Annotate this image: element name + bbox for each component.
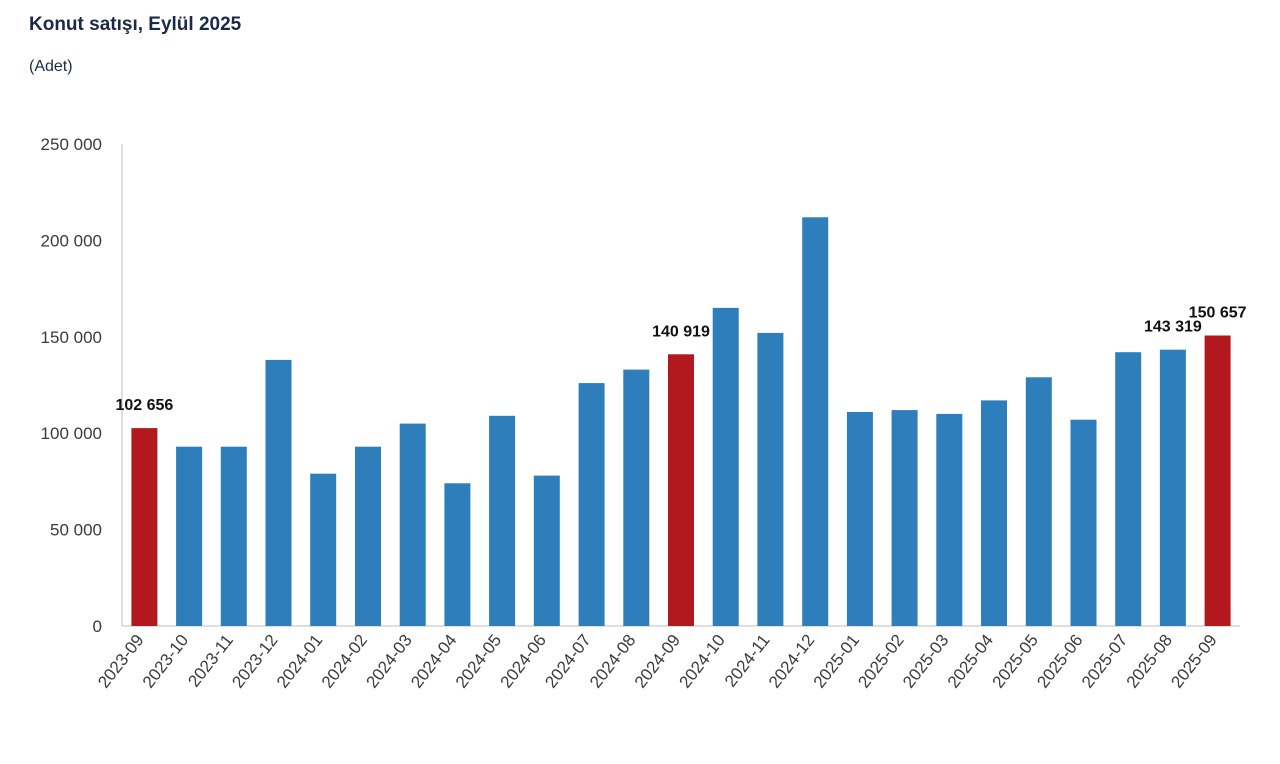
svg-text:2024-01: 2024-01 (273, 631, 326, 692)
svg-text:2025-08: 2025-08 (1123, 631, 1176, 692)
svg-text:2025-09: 2025-09 (1167, 631, 1220, 692)
svg-text:2024-03: 2024-03 (362, 631, 415, 692)
svg-text:100 000: 100 000 (41, 424, 102, 443)
svg-text:250 000: 250 000 (41, 135, 102, 154)
svg-text:2025-06: 2025-06 (1033, 631, 1086, 692)
svg-text:2025-04: 2025-04 (944, 631, 997, 692)
svg-text:102 656: 102 656 (115, 397, 173, 414)
svg-text:2024-08: 2024-08 (586, 631, 639, 692)
svg-text:2023-09: 2023-09 (94, 631, 147, 692)
svg-text:2024-02: 2024-02 (318, 631, 371, 692)
svg-text:2023-10: 2023-10 (139, 631, 192, 692)
svg-text:2025-03: 2025-03 (899, 631, 952, 692)
svg-text:2024-04: 2024-04 (407, 631, 460, 692)
svg-text:2023-12: 2023-12 (228, 631, 281, 692)
svg-text:2024-12: 2024-12 (765, 631, 818, 692)
svg-text:150 657: 150 657 (1189, 305, 1247, 322)
svg-text:200 000: 200 000 (41, 231, 102, 250)
svg-text:2025-05: 2025-05 (989, 631, 1042, 692)
svg-text:2025-07: 2025-07 (1078, 631, 1131, 692)
svg-text:140 919: 140 919 (652, 323, 710, 340)
svg-text:2024-05: 2024-05 (452, 631, 505, 692)
svg-text:2025-01: 2025-01 (810, 631, 863, 692)
svg-text:0: 0 (93, 617, 102, 636)
svg-text:2024-10: 2024-10 (675, 631, 728, 692)
svg-text:50 000: 50 000 (50, 521, 102, 540)
svg-text:150 000: 150 000 (41, 328, 102, 347)
svg-text:2025-02: 2025-02 (854, 631, 907, 692)
svg-text:2024-07: 2024-07 (541, 631, 594, 692)
svg-text:2024-09: 2024-09 (631, 631, 684, 692)
svg-text:2024-06: 2024-06 (497, 631, 550, 692)
